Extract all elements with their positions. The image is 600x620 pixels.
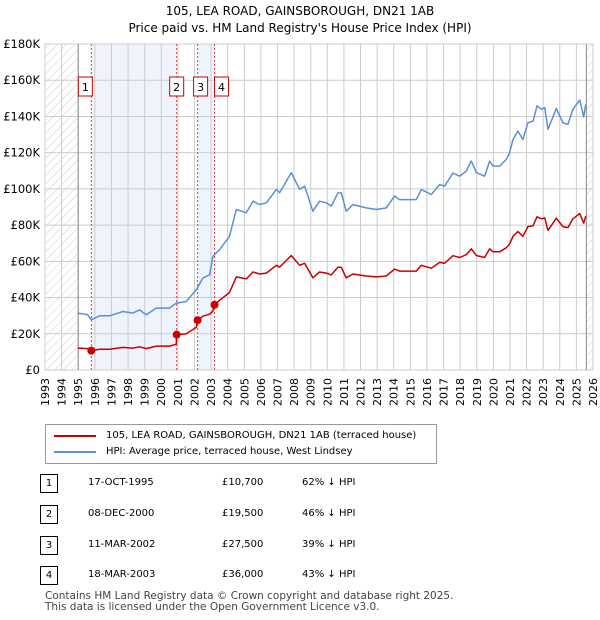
legend-item-hpi: HPI: Average price, terraced house, West… — [54, 446, 353, 457]
x-tick-label: 2020 — [487, 378, 500, 406]
x-tick-label: 2000 — [155, 378, 168, 406]
y-tick-label: £20K — [11, 327, 41, 341]
transaction-row: 1 17-OCT-1995 £10,700 62% ↓ HPI — [40, 474, 540, 494]
y-tick-label: £40K — [11, 291, 41, 305]
x-tick-label: 2011 — [338, 378, 351, 406]
sale-label: 1 — [82, 81, 89, 94]
footer-copyright: Contains HM Land Registry data © Crown c… — [45, 590, 454, 602]
x-tick-label: 1993 — [39, 378, 52, 406]
y-tick-label: £0 — [25, 363, 40, 377]
y-tick-label: £80K — [11, 218, 41, 232]
y-tick-label: £100K — [3, 182, 40, 196]
x-tick-label: 2008 — [288, 378, 301, 406]
transaction-hpi-diff: 39% ↓ HPI — [302, 539, 356, 550]
transaction-date: 11-MAR-2002 — [88, 539, 156, 550]
x-tick-label: 2009 — [305, 378, 318, 406]
hatched-region — [586, 44, 593, 370]
sale-label-box — [193, 76, 209, 97]
transaction-number: 1 — [40, 474, 58, 493]
legend-swatch-red — [54, 434, 96, 437]
transaction-date: 18-MAR-2003 — [88, 569, 156, 580]
x-tick-label: 1999 — [139, 378, 152, 406]
x-tick-label: 2001 — [172, 378, 185, 406]
x-tick-label: 1994 — [56, 378, 69, 406]
transaction-price: £36,000 — [222, 569, 264, 580]
x-tick-label: 2023 — [537, 378, 550, 406]
y-tick-label: £160K — [3, 73, 40, 87]
transaction-date: 08-DEC-2000 — [88, 508, 155, 519]
sale-point — [87, 346, 96, 355]
x-tick-label: 2025 — [570, 378, 583, 406]
sale-point — [210, 300, 219, 309]
shaded-period — [91, 44, 177, 370]
y-tick-label: £120K — [3, 146, 40, 160]
footer-licence: This data is licensed under the Open Gov… — [45, 601, 380, 613]
x-tick-label: 1998 — [122, 378, 135, 406]
sale-label: 4 — [218, 81, 225, 94]
price-paid-line — [77, 212, 587, 352]
y-tick-label: £180K — [3, 37, 40, 51]
sale-point — [172, 330, 181, 339]
chart-subtitle: Price paid vs. HM Land Registry's House … — [128, 21, 472, 35]
x-tick-label: 2016 — [421, 378, 434, 406]
sale-label: 3 — [197, 81, 204, 94]
sale-point — [193, 316, 202, 325]
x-tick-label: 1997 — [105, 378, 118, 406]
x-tick-label: 2012 — [355, 378, 368, 406]
x-tick-label: 2006 — [255, 378, 268, 406]
x-tick-label: 1996 — [89, 378, 102, 406]
y-tick-label: £140K — [3, 109, 40, 123]
legend-item-price-paid: 105, LEA ROAD, GAINSBOROUGH, DN21 1AB (t… — [54, 430, 416, 441]
transaction-hpi-diff: 43% ↓ HPI — [302, 569, 356, 580]
hpi-line — [77, 99, 587, 321]
transaction-number: 3 — [40, 536, 58, 555]
x-tick-label: 2019 — [471, 378, 484, 406]
x-tick-label: 2021 — [504, 378, 517, 406]
legend-label: HPI: Average price, terraced house, West… — [106, 446, 353, 457]
transaction-row: 4 18-MAR-2003 £36,000 43% ↓ HPI — [40, 566, 540, 586]
x-tick-label: 2015 — [404, 378, 417, 406]
x-tick-label: 2007 — [271, 378, 284, 406]
x-tick-label: 2002 — [188, 378, 201, 406]
x-tick-label: 2014 — [388, 378, 401, 406]
transaction-price: £19,500 — [222, 508, 264, 519]
x-tick-label: 2017 — [438, 378, 451, 406]
x-tick-label: 2022 — [521, 378, 534, 406]
transaction-price: £10,700 — [222, 477, 264, 488]
x-tick-label: 2010 — [321, 378, 334, 406]
x-tick-label: 2026 — [587, 378, 600, 406]
legend-label: 105, LEA ROAD, GAINSBOROUGH, DN21 1AB (t… — [106, 430, 417, 441]
y-tick-label: £60K — [11, 254, 41, 268]
transaction-number: 2 — [40, 505, 58, 524]
x-tick-label: 2004 — [222, 378, 235, 406]
transaction-row: 3 11-MAR-2002 £27,500 39% ↓ HPI — [40, 536, 540, 556]
x-tick-label: 1995 — [72, 378, 85, 406]
transaction-hpi-diff: 62% ↓ HPI — [302, 477, 356, 488]
transaction-price: £27,500 — [222, 539, 264, 550]
x-tick-label: 2018 — [454, 378, 467, 406]
transaction-row: 2 08-DEC-2000 £19,500 46% ↓ HPI — [40, 505, 540, 525]
legend: 105, LEA ROAD, GAINSBOROUGH, DN21 1AB (t… — [45, 424, 437, 464]
legend-swatch-blue — [54, 450, 96, 453]
x-tick-label: 2005 — [238, 378, 251, 406]
sale-label-box — [77, 76, 93, 97]
shaded-period — [197, 44, 215, 370]
sale-label: 2 — [173, 81, 180, 94]
price-chart: 1 2 3 4 1993 1994 1995 1996 1997 1998 1999 2000 2001… — [3, 37, 600, 406]
sale-label-box — [169, 76, 185, 97]
transaction-date: 17-OCT-1995 — [88, 477, 154, 488]
transaction-hpi-diff: 46% ↓ HPI — [302, 508, 356, 519]
chart-title: 105, LEA ROAD, GAINSBOROUGH, DN21 1AB — [165, 4, 435, 18]
sale-label-box — [214, 76, 230, 97]
x-tick-label: 2003 — [205, 378, 218, 406]
x-tick-label: 2024 — [554, 378, 567, 406]
transaction-number: 4 — [40, 566, 58, 585]
x-tick-label: 2013 — [371, 378, 384, 406]
